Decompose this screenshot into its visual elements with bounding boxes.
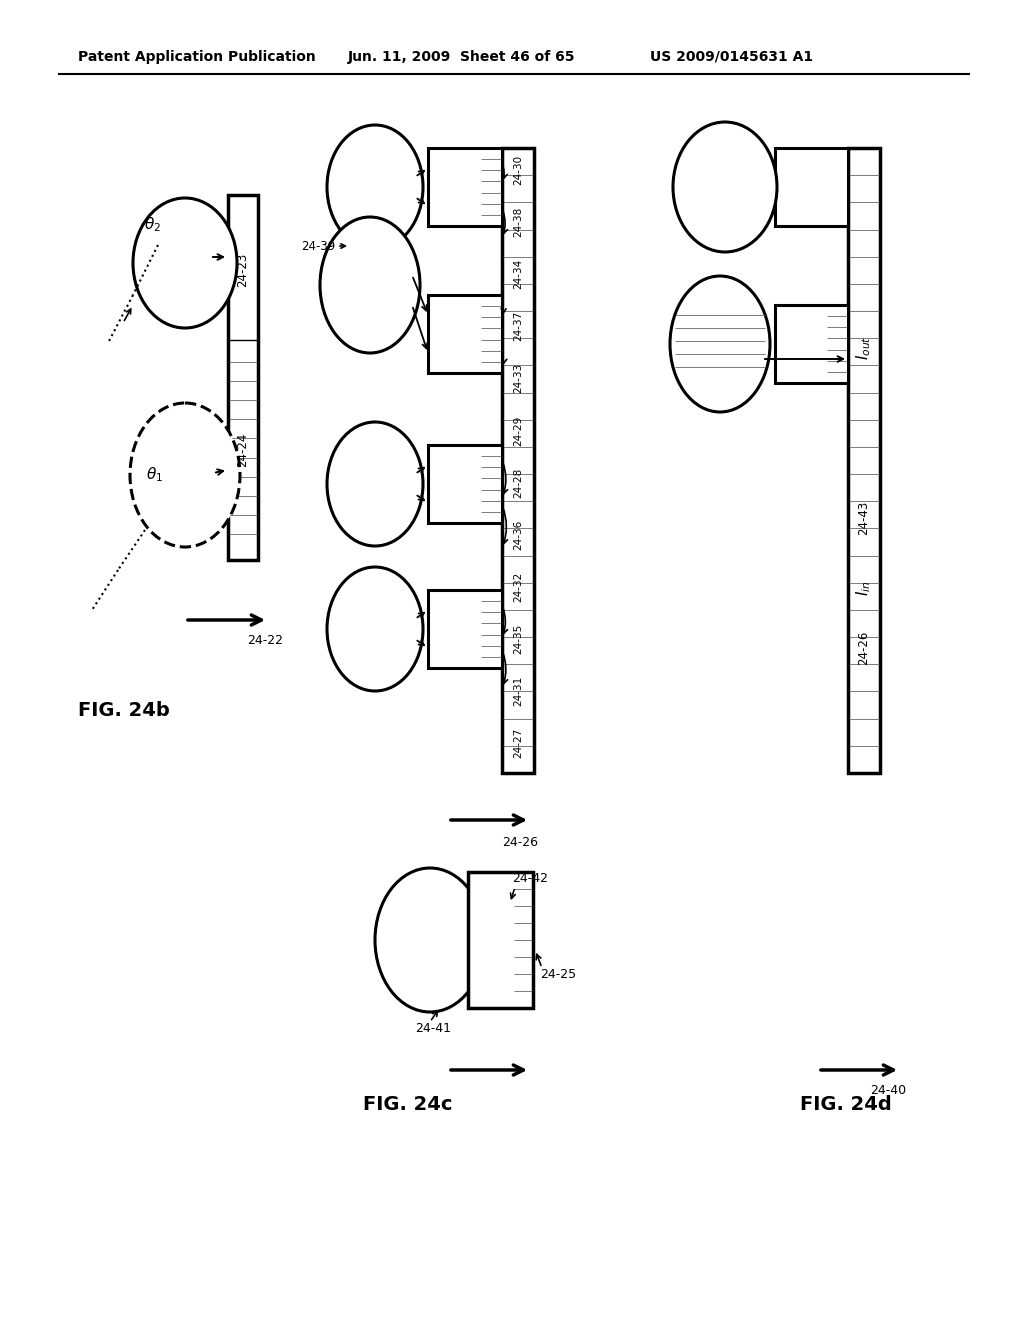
Ellipse shape bbox=[375, 869, 485, 1012]
Text: 24-38: 24-38 bbox=[513, 207, 523, 238]
Bar bbox=[468, 873, 534, 1008]
Text: 24-41: 24-41 bbox=[415, 1022, 451, 1035]
Text: 24-34: 24-34 bbox=[513, 259, 523, 289]
Text: Patent Application Publication: Patent Application Publication bbox=[78, 50, 315, 63]
Bar bbox=[428, 445, 502, 523]
Text: 24-26: 24-26 bbox=[857, 631, 870, 665]
Text: 24-32: 24-32 bbox=[513, 572, 523, 602]
Text: $\theta_1$: $\theta_1$ bbox=[146, 466, 164, 484]
Text: $I_{out}$: $I_{out}$ bbox=[855, 335, 873, 360]
Text: FIG. 24b: FIG. 24b bbox=[78, 701, 170, 719]
Text: 24-35: 24-35 bbox=[513, 623, 523, 653]
Text: $\theta_2$: $\theta_2$ bbox=[144, 215, 162, 235]
Text: 24-22: 24-22 bbox=[247, 634, 283, 647]
Text: 24-23: 24-23 bbox=[237, 253, 250, 288]
Bar bbox=[228, 195, 258, 560]
Text: 24-29: 24-29 bbox=[513, 416, 523, 446]
Text: 24-33: 24-33 bbox=[513, 363, 523, 393]
Text: 24-25: 24-25 bbox=[540, 969, 577, 982]
Bar bbox=[848, 148, 880, 774]
Bar bbox=[428, 590, 502, 668]
Text: Jun. 11, 2009  Sheet 46 of 65: Jun. 11, 2009 Sheet 46 of 65 bbox=[348, 50, 575, 63]
Bar bbox=[502, 148, 534, 774]
Text: $I_{in}$: $I_{in}$ bbox=[855, 581, 873, 595]
Text: FIG. 24c: FIG. 24c bbox=[362, 1096, 453, 1114]
Bar bbox=[428, 294, 502, 374]
Ellipse shape bbox=[673, 121, 777, 252]
Text: 24-42: 24-42 bbox=[512, 871, 548, 884]
Text: 24-27: 24-27 bbox=[513, 727, 523, 758]
Text: 24-39: 24-39 bbox=[301, 239, 335, 252]
Ellipse shape bbox=[327, 568, 423, 690]
Bar bbox=[775, 148, 848, 226]
Text: 24-24: 24-24 bbox=[237, 433, 250, 467]
Ellipse shape bbox=[130, 403, 240, 546]
Text: 24-43: 24-43 bbox=[857, 500, 870, 535]
Ellipse shape bbox=[319, 216, 420, 352]
Ellipse shape bbox=[133, 198, 237, 327]
Text: 24-36: 24-36 bbox=[513, 520, 523, 549]
Ellipse shape bbox=[670, 276, 770, 412]
Ellipse shape bbox=[327, 422, 423, 546]
Text: FIG. 24d: FIG. 24d bbox=[800, 1096, 892, 1114]
Text: 24-31: 24-31 bbox=[513, 676, 523, 706]
Ellipse shape bbox=[327, 125, 423, 249]
Text: 24-40: 24-40 bbox=[870, 1084, 906, 1097]
Text: 24-28: 24-28 bbox=[513, 467, 523, 498]
Bar bbox=[428, 148, 502, 226]
Text: US 2009/0145631 A1: US 2009/0145631 A1 bbox=[650, 50, 813, 63]
Bar bbox=[775, 305, 848, 383]
Text: 24-26: 24-26 bbox=[502, 836, 538, 849]
Text: 24-30: 24-30 bbox=[513, 154, 523, 185]
Text: 24-37: 24-37 bbox=[513, 312, 523, 342]
